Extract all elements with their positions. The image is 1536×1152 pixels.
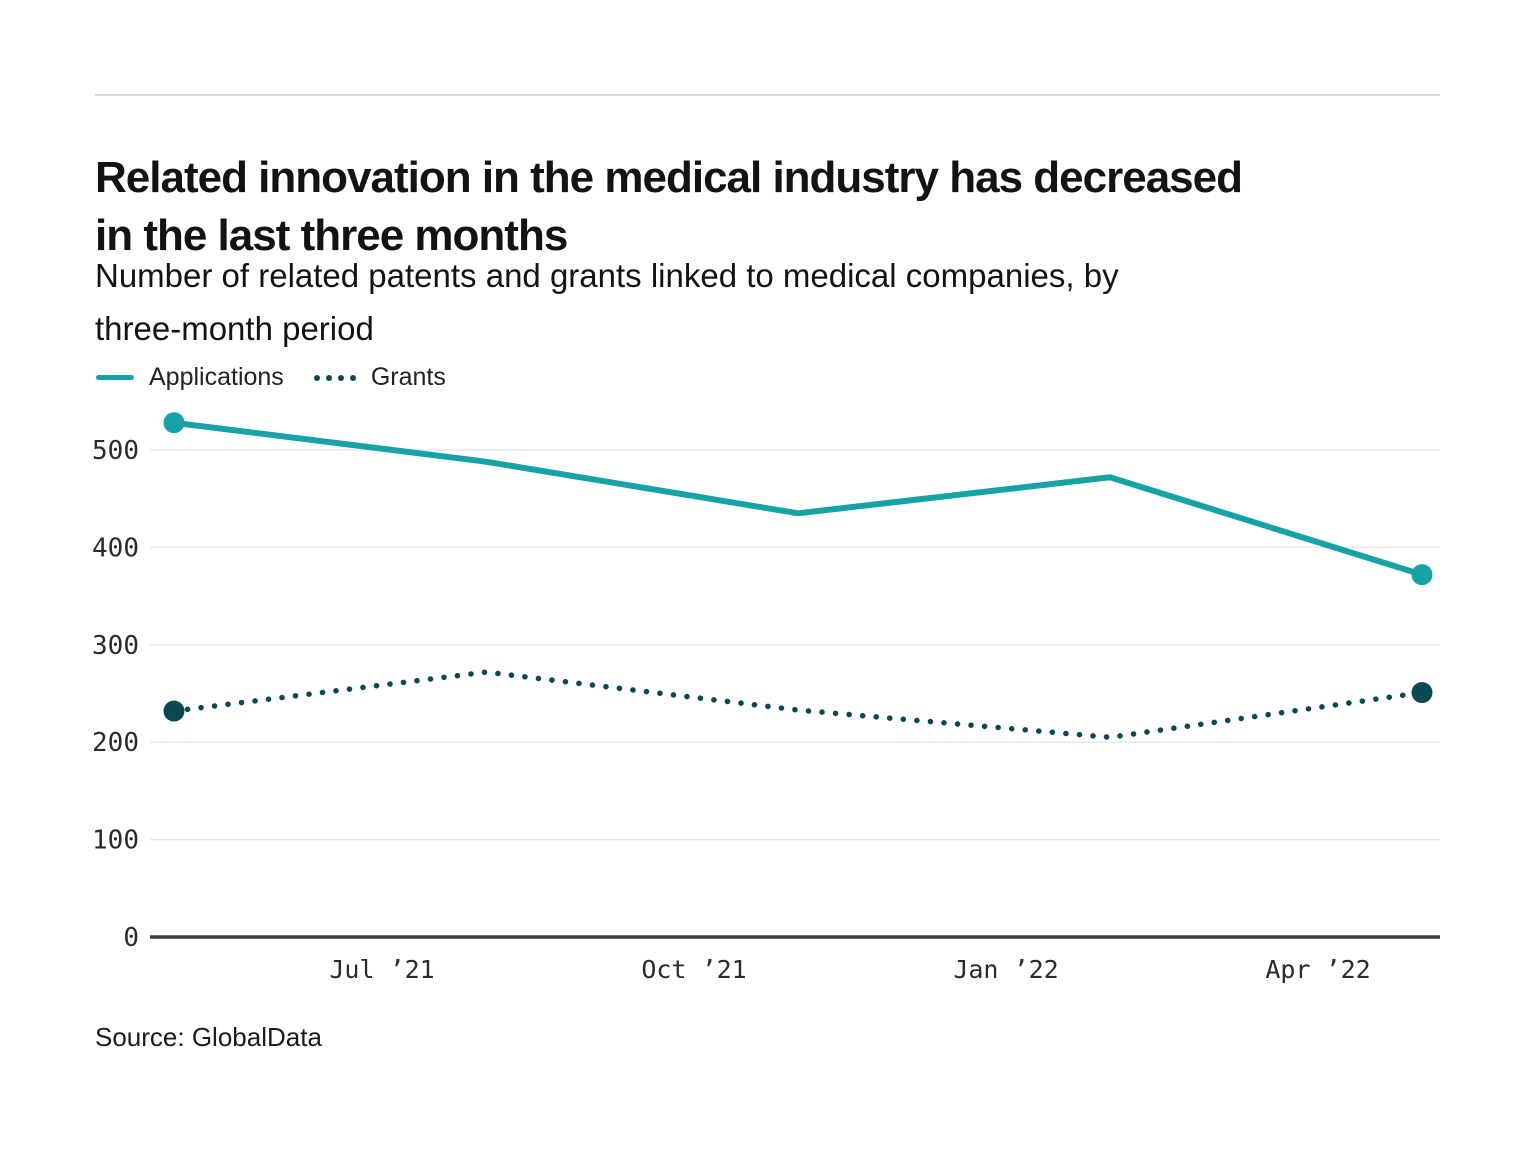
- legend-item-applications: Applications: [96, 363, 284, 392]
- legend-label-grants: Grants: [370, 363, 446, 391]
- legend: Applications Grants: [96, 363, 446, 392]
- chart-subtitle-line-1: Number of related patents and grants lin…: [95, 257, 1119, 294]
- data-point-grants-may-22: [1411, 682, 1433, 704]
- x-tick-label-oct-21: Oct ’21: [641, 955, 746, 984]
- data-point-applications-may-22: [1411, 564, 1433, 586]
- data-point-grants-may-21: [163, 700, 185, 722]
- chart-title: Related innovation in the medical indust…: [95, 149, 1495, 265]
- series-line-grants: [171, 669, 1425, 741]
- y-tick-label-200: 200: [92, 728, 139, 758]
- y-tick-label-300: 300: [92, 631, 139, 661]
- chart-title-line-1: Related innovation in the medical indust…: [95, 153, 1243, 203]
- series-line-applications: [171, 419, 1425, 578]
- y-tick-label-100: 100: [92, 826, 139, 856]
- x-tick-label-jul-21: Jul ’21: [329, 955, 434, 984]
- line-chart-plot-area: 0 100 200 300 400 500 Jul ’21 Oct ’21 Jan ’22 Apr…: [92, 412, 1440, 984]
- legend-label-applications: Applications: [149, 363, 284, 391]
- y-tick-label-0: 0: [123, 923, 139, 953]
- chart-subtitle-line-2: three-month period: [95, 310, 374, 347]
- y-tick-label-500: 500: [92, 436, 139, 466]
- grants-dotted-swatch-icon: [313, 374, 356, 381]
- source-attribution: Source: GlobalData: [95, 1022, 322, 1052]
- applications-line-swatch-icon: [96, 375, 134, 380]
- chart-title-line-2: in the last three months: [95, 211, 568, 261]
- chart-subtitle: Number of related patents and grants lin…: [95, 249, 1495, 355]
- x-tick-label-apr-22: Apr ’22: [1265, 955, 1370, 984]
- y-tick-label-400: 400: [92, 533, 139, 563]
- data-point-applications-may-21: [163, 412, 185, 434]
- top-divider: [95, 94, 1440, 96]
- x-tick-label-jan-22: Jan ’22: [953, 955, 1058, 984]
- legend-item-grants: Grants: [313, 363, 446, 392]
